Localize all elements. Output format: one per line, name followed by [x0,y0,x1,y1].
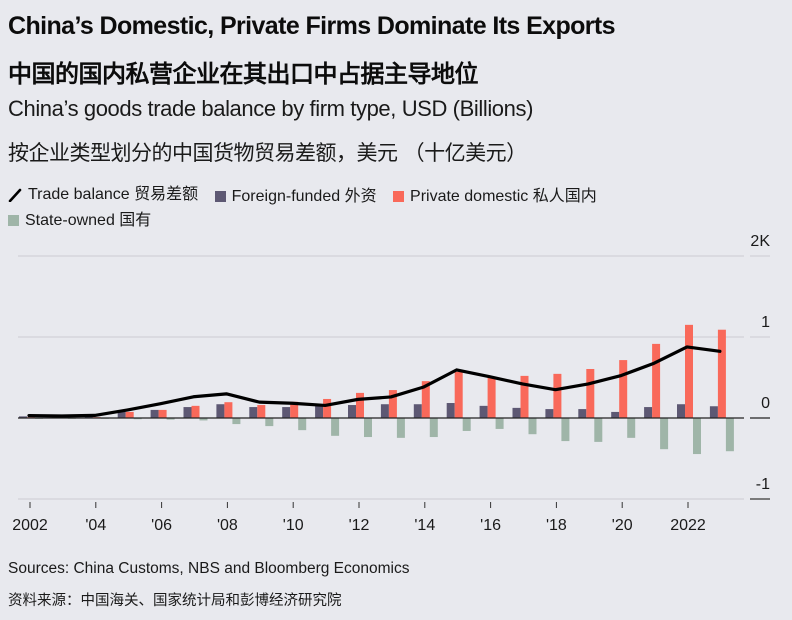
x-tick-label: '08 [217,517,238,534]
bar-private-domestic [356,392,364,418]
bar-foreign-funded [282,407,291,418]
legend-label: Foreign-funded 外资 [231,187,377,205]
legend: Trade balance 贸易差额 Foreign-funded 外资 Pri… [8,183,708,233]
x-tick-label: '10 [283,517,304,534]
bar-private-domestic [290,401,299,418]
square-icon [393,190,405,202]
y-tick-label: -1 [756,476,770,493]
bar-foreign-funded [315,405,324,418]
sources-note: Sources: China Customs, NBS and Bloomber… [8,560,410,577]
bar-foreign-funded [117,411,126,418]
chart-subtitle-chinese: 按企业类型划分的中国货物贸易差额，美元 （十亿美元） [8,141,527,165]
bar-foreign-funded [380,404,389,418]
bar-foreign-funded [413,404,422,418]
legend-label: State-owned 国有 [25,211,152,229]
bar-private-domestic [487,377,496,418]
line-icon [8,188,22,202]
bar-private-domestic [257,405,266,418]
square-icon [214,190,226,202]
legend-item-private-domestic: Private domestic 私人国内 [393,185,597,208]
bar-state-owned [199,418,208,421]
x-tick-label: '04 [85,517,106,534]
bar-state-owned [495,418,504,429]
x-tick-label: '12 [349,517,370,534]
bar-private-domestic [158,409,167,418]
bar-private-domestic [717,329,726,418]
bar-foreign-funded [479,405,488,418]
bar-state-owned [396,418,405,438]
bar-foreign-funded [150,409,159,418]
bar-state-owned [660,418,669,450]
bar-foreign-funded [644,407,653,418]
bar-state-owned [561,418,570,442]
x-tick-label: 2022 [670,517,706,534]
bar-private-domestic [652,343,661,418]
bar-state-owned [265,418,274,427]
y-tick-label: 0 [761,395,770,412]
bar-foreign-funded [19,416,27,418]
bar-private-domestic [520,375,529,418]
bar-state-owned [725,418,734,452]
bar-private-domestic [125,411,134,418]
x-tick-label: '20 [612,517,633,534]
bar-state-owned [364,418,372,438]
x-tick-label: '06 [151,517,172,534]
bar-foreign-funded [348,405,356,418]
bar-private-domestic [685,324,693,418]
bar-foreign-funded [677,404,685,418]
bar-private-domestic [454,371,463,418]
bar-state-owned [232,418,241,425]
bar-private-domestic [586,368,595,418]
trade-balance-line [27,345,722,418]
bar-foreign-funded [709,406,718,418]
x-tick-label: '18 [546,517,567,534]
bar-state-owned [594,418,603,442]
bar-foreign-funded [183,407,192,418]
bar-private-domestic [388,390,397,418]
bar-state-owned [166,418,175,420]
bar-foreign-funded [545,409,554,418]
bar-state-owned [693,418,701,455]
bar-state-owned [298,418,307,431]
x-tick-label: 2002 [12,517,48,534]
bar-foreign-funded [249,407,258,418]
legend-label: Trade balance 贸易差额 [28,186,199,203]
chart-subtitle: China’s goods trade balance by firm type… [8,96,534,121]
bar-foreign-funded [611,411,620,418]
y-tick-label: 2K [750,233,770,250]
bar-private-domestic [191,405,200,418]
bar-private-domestic [323,398,332,418]
bar-private-domestic [224,402,233,418]
bar-state-owned [528,418,537,435]
chart-title: China’s Domestic, Private Firms Dominate… [8,12,616,40]
bar-foreign-funded [512,407,521,418]
y-tick-label: 1 [761,314,770,331]
sources-note-chinese: 资料来源：中国海关、国家统计局和彭博经济研究院 [8,593,342,609]
legend-item-trade-balance: Trade balance 贸易差额 [8,183,198,206]
square-icon [8,214,19,226]
bar-foreign-funded [578,409,587,418]
bar-private-domestic [421,381,430,418]
bar-state-owned [429,418,438,438]
x-tick-label: '16 [480,517,501,534]
bar-private-domestic [553,373,562,418]
x-tick-label: '14 [414,517,435,534]
bar-private-domestic [619,360,628,418]
bar-foreign-funded [216,404,225,418]
legend-label: Private domestic 私人国内 [410,187,597,205]
bar-state-owned [627,418,636,438]
bar-state-owned [462,418,471,431]
legend-item-foreign-funded: Foreign-funded 外资 [214,185,377,208]
bar-state-owned [331,418,340,436]
chart-title-chinese: 中国的国内私营企业在其出口中占据主导地位 [8,60,479,88]
bar-foreign-funded [446,403,455,418]
legend-item-state-owned: State-owned 国有 [8,209,151,232]
